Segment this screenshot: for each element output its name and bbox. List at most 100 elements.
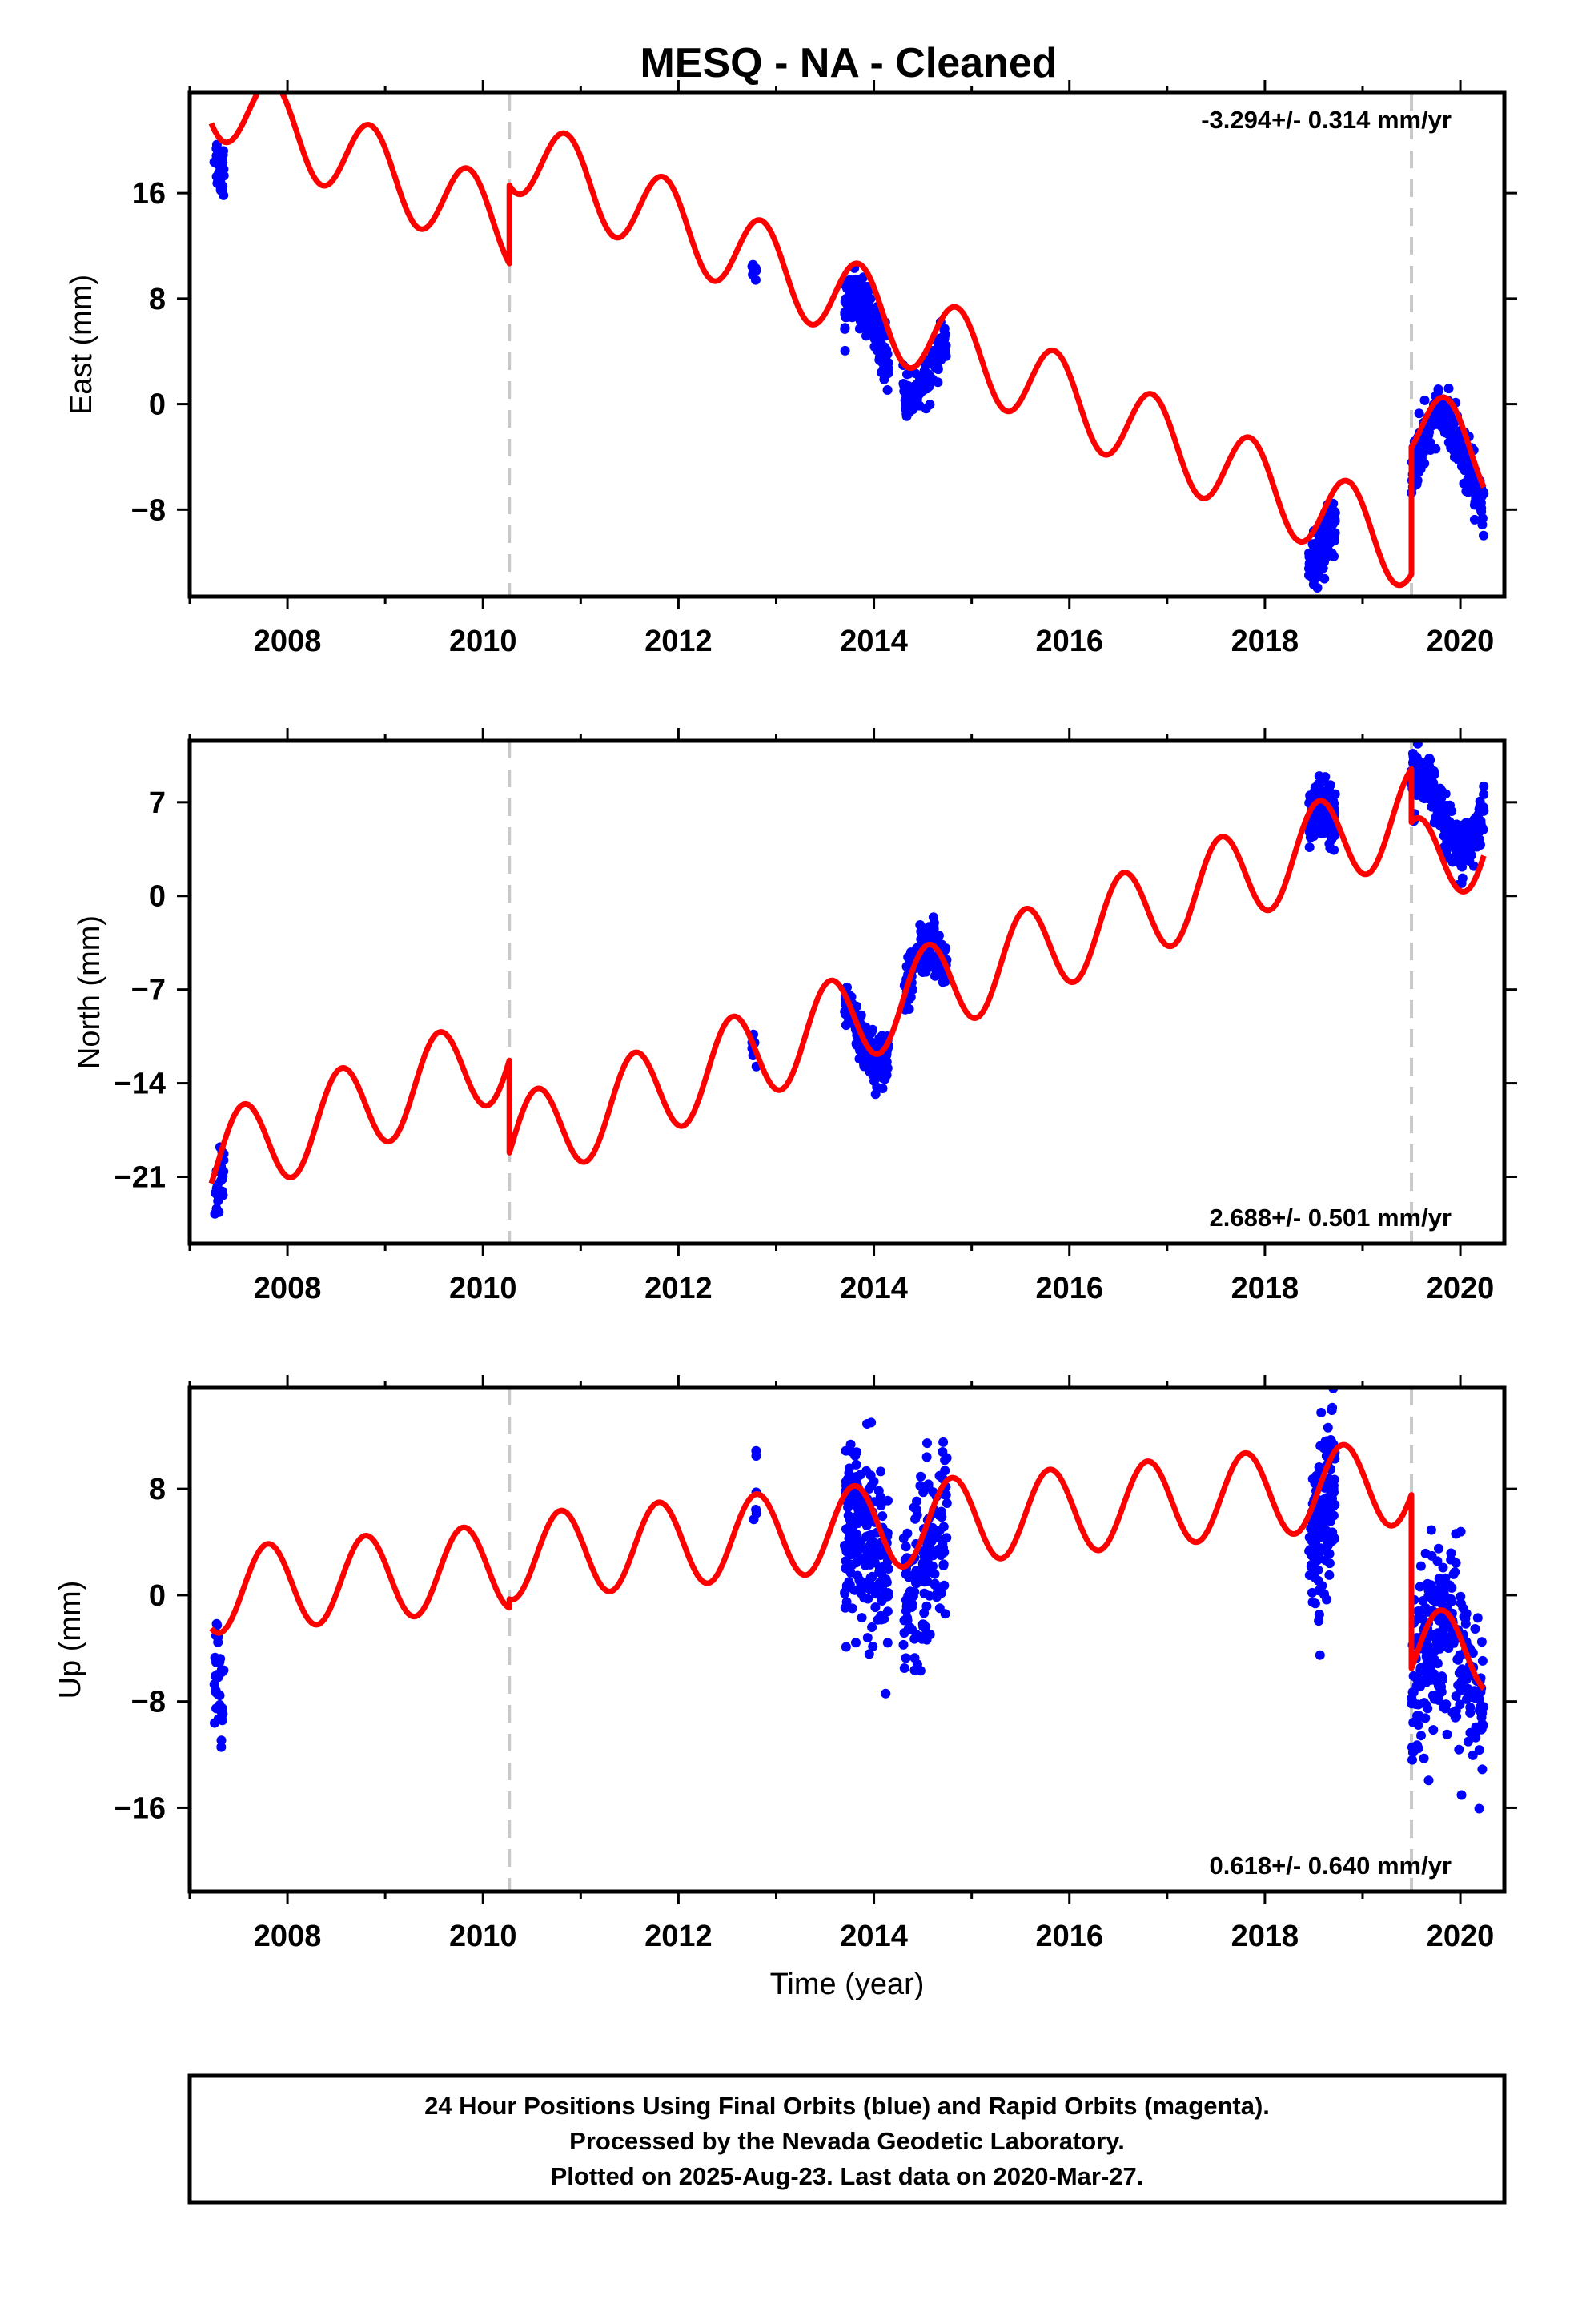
data-point [939,1580,950,1590]
caption-line-2: Processed by the Nevada Geodetic Laborat… [569,2127,1125,2155]
data-point [851,1472,861,1482]
data-point [877,1084,888,1093]
data-point [1455,855,1465,866]
data-point [1440,1593,1451,1603]
data-point [1319,1443,1329,1454]
x-tick-label: 2014 [840,1272,908,1305]
data-point [1326,1435,1336,1445]
data-point [877,1596,887,1606]
panel-north: 2008 2010 2012 2014 2016 2018 2020 7 0 −7 −14 −21 No… [73,728,1517,1305]
data-point [921,1601,932,1611]
data-point [1305,790,1315,801]
data-point [1419,788,1430,798]
data-point [1447,1707,1458,1718]
data-point [864,1484,874,1494]
data-point [1471,1727,1481,1737]
data-point [878,1063,889,1073]
data-point [1308,1519,1318,1530]
data-point [840,323,850,333]
data-point [215,173,226,183]
data-point [861,331,871,341]
data-point [1454,1744,1464,1755]
x-tick-label: 2010 [449,1272,517,1305]
data-point [1323,1422,1333,1433]
data-point [868,1642,878,1651]
x-tick-label: 2020 [1427,1920,1495,1953]
data-point [921,967,931,977]
data-point [1470,818,1480,829]
data-point [925,1630,935,1639]
data-point [1468,1750,1478,1760]
data-point [851,1638,861,1648]
y-tick-label: 8 [149,1473,166,1506]
data-point [1307,1597,1318,1607]
data-point [1330,789,1340,799]
data-point [916,927,926,937]
data-point [851,274,861,284]
data-point [1456,1591,1466,1602]
data-point [882,385,893,395]
data-point [923,368,934,379]
data-point [1416,766,1427,776]
data-point [218,1174,227,1184]
data-point [899,1663,909,1673]
data-point [939,324,950,334]
data-point [934,340,944,350]
axes-frame [187,90,1507,599]
data-point [1477,1764,1488,1775]
x-tick-label: 2008 [254,1920,322,1953]
data-point [918,1622,929,1632]
data-point [876,1466,886,1477]
data-point [883,1495,893,1506]
data-point [1315,1529,1326,1539]
data-point [901,411,912,421]
data-point [1310,828,1320,838]
data-point [1477,1708,1488,1719]
data-point [841,1020,851,1031]
data-point [916,934,926,944]
data-point [1324,1570,1335,1580]
data-point [218,150,228,160]
data-point [1456,1790,1467,1800]
data-point [1426,1584,1436,1594]
data-point [920,1569,930,1579]
data-point [1431,419,1442,429]
x-tick-label: 2012 [644,625,713,658]
data-point [882,1638,893,1648]
data-point [909,1634,920,1644]
y-tick-label: −8 [131,1686,166,1719]
rate-annotation: 2.688+/- 0.501 mm/yr [1210,1204,1452,1232]
data-point [880,355,890,365]
data-point [1421,1603,1431,1614]
data-point [1438,1702,1448,1712]
data-point [1468,861,1479,871]
data-point [1457,873,1468,883]
data-point [748,263,758,274]
data-point [864,1649,874,1659]
data-point [1324,1549,1335,1559]
data-point [1457,444,1468,454]
data-point [1327,1511,1337,1522]
data-point [1314,1462,1324,1472]
data-point [1311,1538,1321,1548]
data-point [1314,771,1324,782]
data-point [881,1688,891,1699]
data-point [927,929,938,939]
data-point [1455,1699,1465,1710]
data-point [921,1452,932,1462]
data-point [847,1603,857,1614]
data-point [1447,857,1458,867]
y-tick-label: −16 [114,1791,166,1825]
data-point [865,1470,876,1481]
data-point [1470,1624,1480,1634]
data-point [850,1450,861,1461]
data-point [1456,1598,1466,1609]
data-point [1428,786,1439,796]
data-point [1420,1548,1431,1558]
x-tick-label: 2010 [449,1920,517,1953]
data-point [1414,408,1424,419]
data-point [1432,1659,1443,1669]
data-point [924,376,934,387]
data-point [911,1578,921,1589]
data-point [1479,530,1488,541]
